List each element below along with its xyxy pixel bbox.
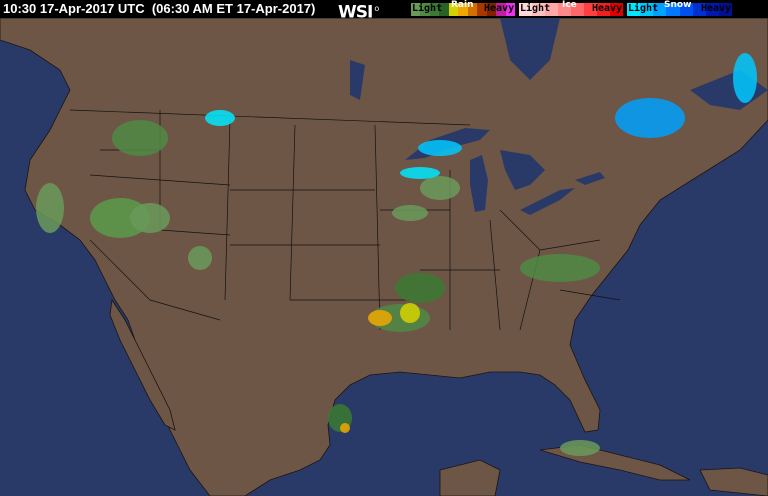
ice-legend-swatch: [584, 3, 597, 16]
timestamp-title: 10:30 17-Apr-2017 UTC (06:30 AM ET 17-Ap…: [3, 1, 316, 16]
lake-michigan: [470, 155, 488, 212]
hispaniola: [699, 467, 768, 496]
lake-winnipeg: [350, 60, 365, 100]
precip-echo: [368, 310, 392, 326]
rain-legend-swatch: [505, 3, 515, 16]
precip-echo: [733, 53, 757, 103]
map-canvas: [0, 18, 768, 496]
ice-legend: [519, 3, 623, 16]
wsi-logo: WSI o: [338, 2, 379, 23]
precip-echo: [392, 205, 428, 221]
hudson-area-water: [500, 18, 560, 80]
ice-legend-swatch: [519, 3, 532, 16]
snow-label: Snow: [664, 0, 692, 10]
precip-echo: [395, 273, 445, 303]
snow-legend-swatch: [653, 3, 667, 16]
snow-heavy-label: Heavy: [701, 3, 732, 14]
snow-legend-swatch: [679, 3, 693, 16]
lake-huron: [500, 150, 545, 190]
precip-echo: [205, 110, 235, 126]
ice-light-label: Light: [520, 3, 551, 14]
precip-echo: [400, 303, 420, 323]
ice-legend-swatch: [545, 3, 558, 16]
snow-legend-swatch: [627, 3, 641, 16]
baja-peninsula: [109, 298, 176, 431]
ice-legend-swatch: [532, 3, 545, 16]
precip-echo: [560, 440, 600, 456]
precip-echo: [90, 198, 150, 238]
snow-legend-swatch: [640, 3, 654, 16]
precipitation-overlay: [36, 53, 757, 456]
header-bar: 10:30 17-Apr-2017 UTC (06:30 AM ET 17-Ap…: [0, 0, 768, 22]
ice-legend-swatch: [610, 3, 623, 16]
precip-echo: [340, 423, 350, 433]
precip-echo: [130, 203, 170, 233]
rain-legend-swatch: [496, 3, 506, 16]
yucatan: [439, 459, 501, 496]
snow-legend-swatch: [705, 3, 719, 16]
rain-legend-swatch: [429, 3, 440, 16]
rain-heavy-label: Heavy: [484, 3, 515, 14]
rain-label: Rain: [451, 0, 474, 10]
precip-echo: [418, 140, 462, 156]
ice-legend-swatch: [597, 3, 610, 16]
precip-echo: [520, 254, 600, 282]
ice-legend-swatch: [571, 3, 584, 16]
rain-legend-swatch: [458, 3, 468, 16]
lake-ontario: [575, 172, 605, 185]
rain-light-label: Light: [412, 3, 443, 14]
north-america-land: [0, 18, 768, 496]
rain-legend-swatch: [448, 3, 459, 16]
rain-legend-swatch: [411, 3, 421, 16]
precip-echo: [112, 120, 168, 156]
ice-heavy-label: Heavy: [592, 3, 623, 14]
rain-legend-swatch: [439, 3, 449, 16]
precip-echo: [420, 176, 460, 200]
snow-legend-swatch: [718, 3, 732, 16]
landmass: [0, 18, 768, 496]
lake-erie: [520, 188, 575, 215]
rain-legend-swatch: [420, 3, 430, 16]
rain-legend-swatch: [477, 3, 487, 16]
rain-legend-swatch: [486, 3, 497, 16]
snow-legend: [627, 3, 732, 16]
rain-legend: [411, 3, 515, 16]
ice-label: Ice: [562, 0, 577, 10]
ice-legend-swatch: [558, 3, 571, 16]
rain-legend-swatch: [467, 3, 478, 16]
snow-legend-swatch: [692, 3, 706, 16]
precip-echo: [615, 98, 685, 138]
precip-echo: [400, 167, 440, 179]
precip-echo: [188, 246, 212, 270]
precip-echo: [36, 183, 64, 233]
snow-light-label: Light: [628, 3, 659, 14]
snow-legend-swatch: [666, 3, 680, 16]
